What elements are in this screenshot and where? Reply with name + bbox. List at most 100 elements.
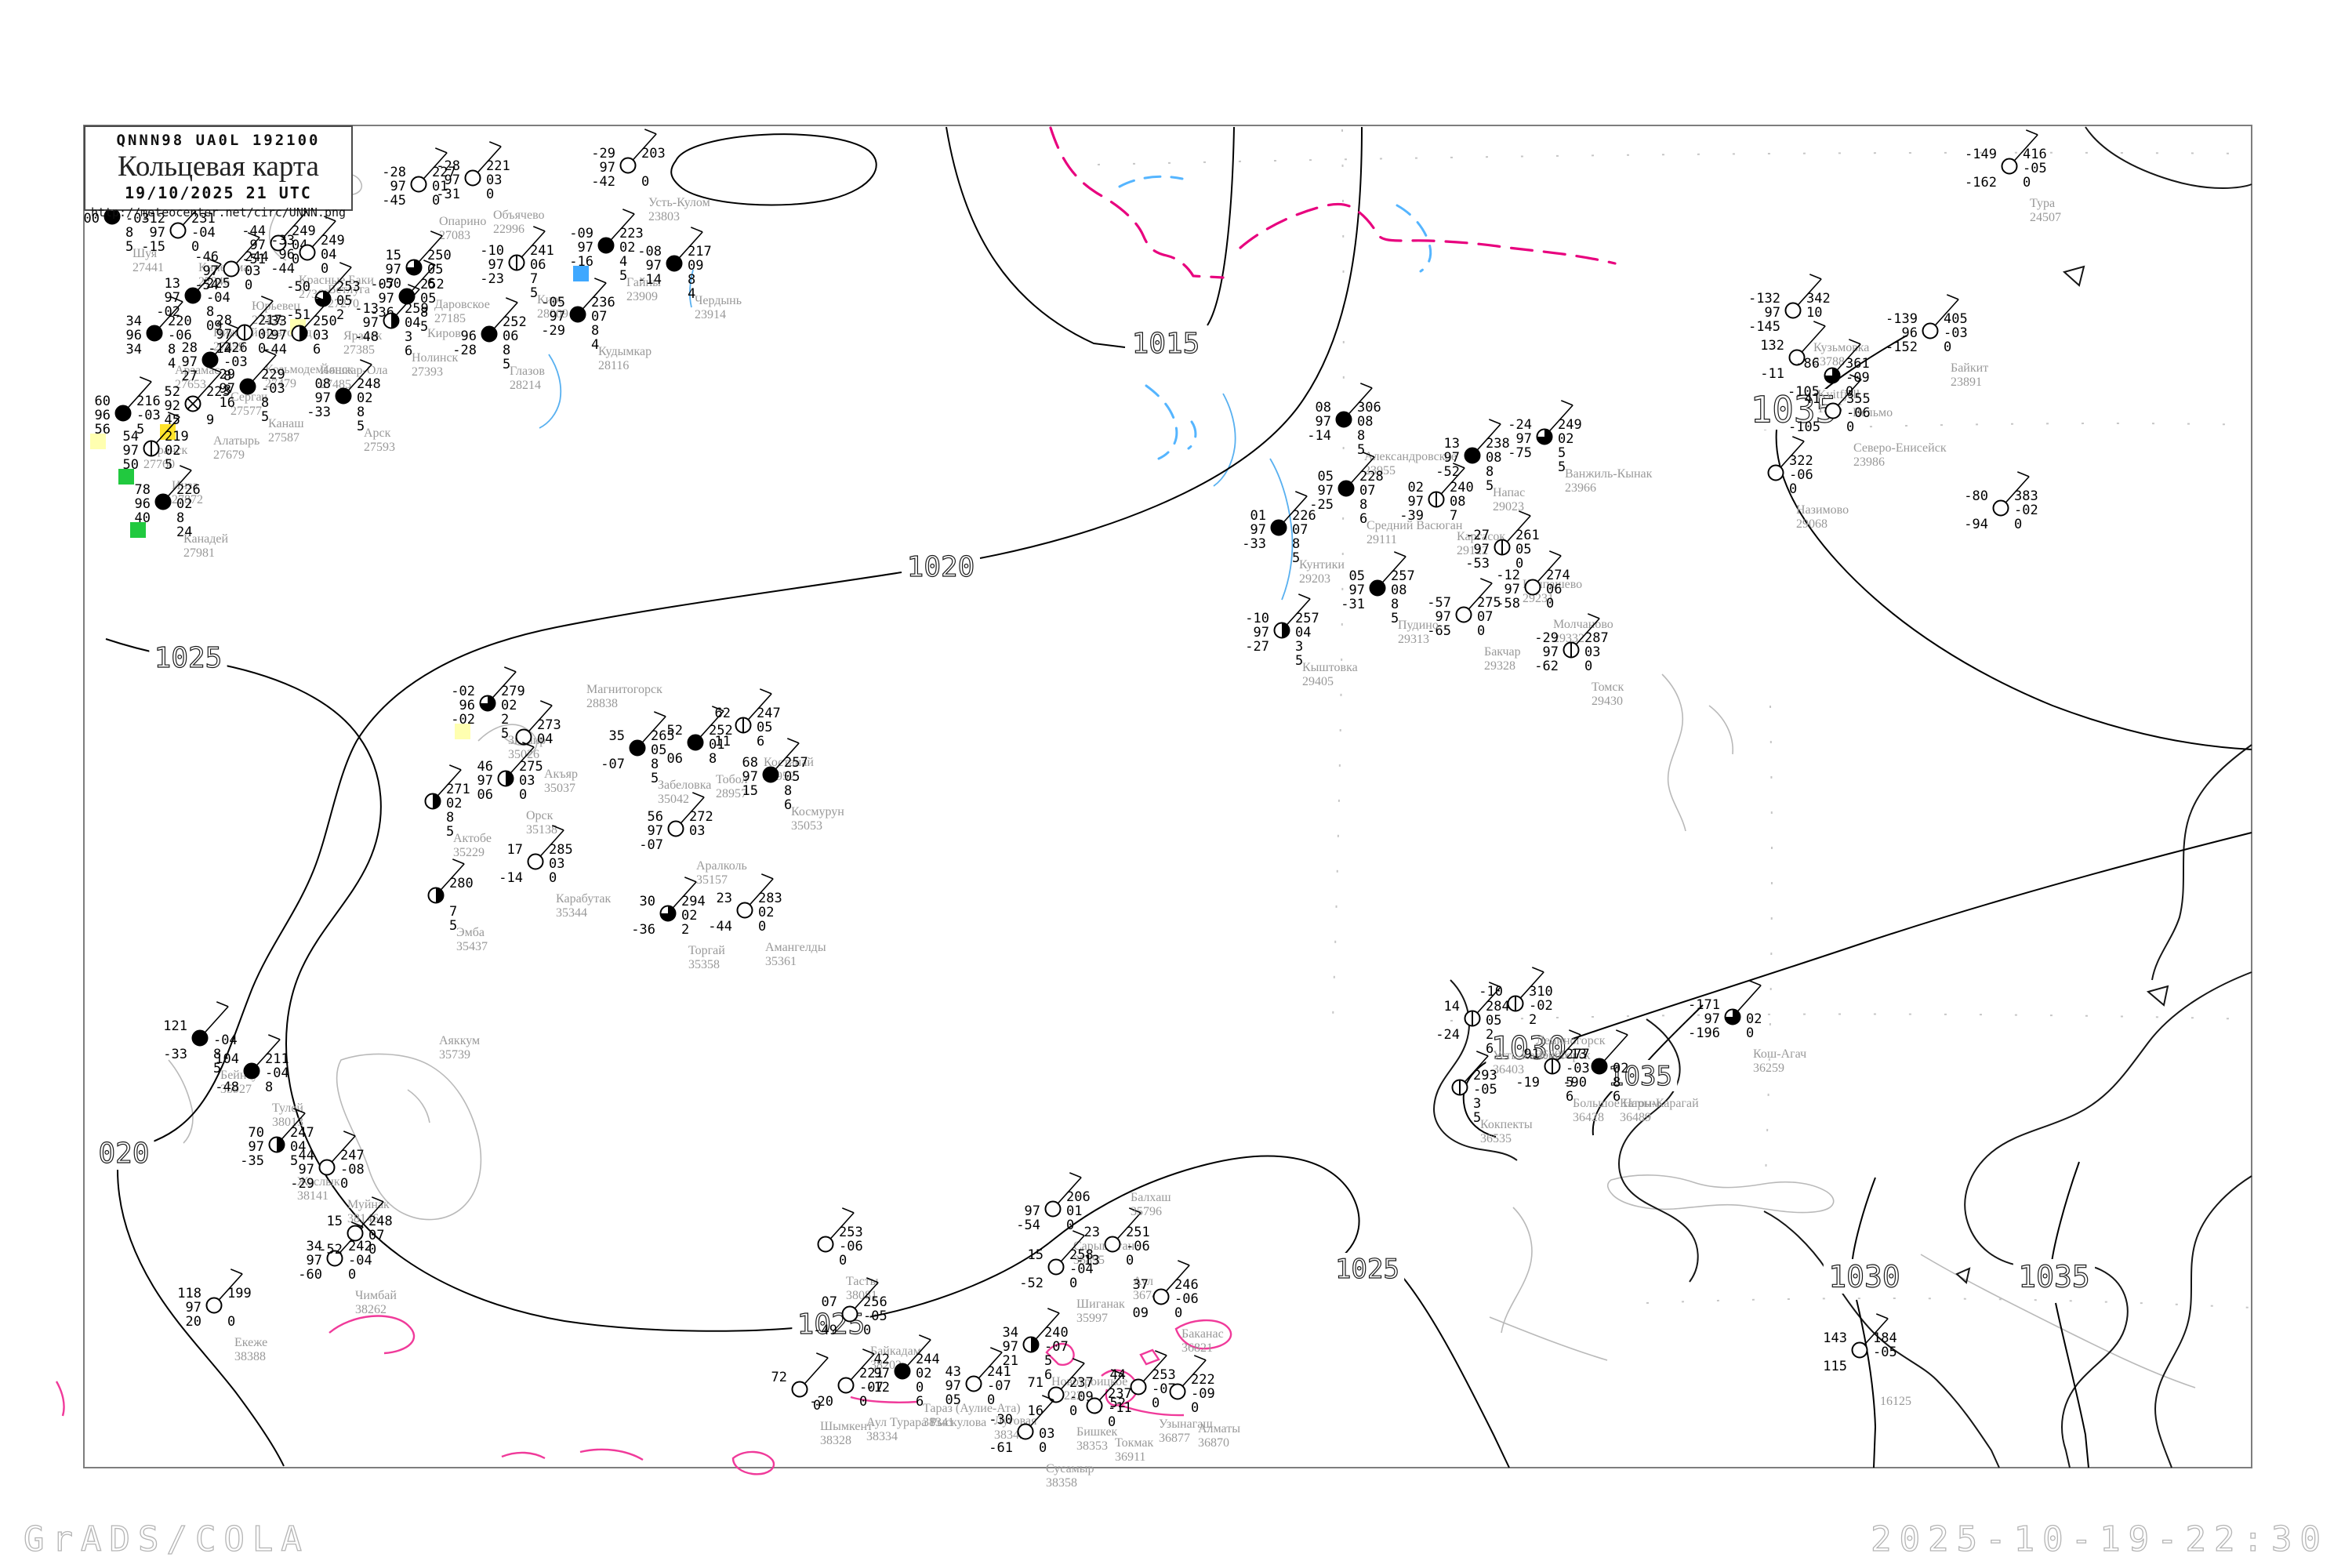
station-name: Токмак <box>1115 1436 1153 1450</box>
station-value: 20 <box>186 1314 201 1330</box>
wind-barb-feather <box>759 688 772 695</box>
station-value: -24 <box>1436 1027 1460 1043</box>
isobar-label-1035: 1035 <box>2018 1260 2090 1294</box>
station-value: -52 <box>1436 464 1460 480</box>
cloud-cover-circle <box>1784 302 1802 319</box>
station-value: 256 <box>863 1294 887 1310</box>
cloud-cover-circle <box>326 1250 343 1267</box>
station-name: Канадей <box>183 532 228 546</box>
cloud-fill <box>240 379 256 394</box>
cloud-fill <box>481 326 497 342</box>
station-value: -50 <box>377 276 401 292</box>
station-value: 97 <box>488 257 504 273</box>
cloud-fill-half <box>1282 622 1290 638</box>
wind-barb-feather <box>1069 1172 1082 1178</box>
wind-barb-feather <box>315 296 328 303</box>
station-name: 27679 <box>213 448 245 462</box>
station-name: 23891 <box>1951 376 1982 389</box>
cloud-fill <box>1336 412 1352 427</box>
station-value: 226 <box>223 340 248 356</box>
wind-barb-feather <box>1568 1029 1581 1036</box>
station-value: 52 <box>165 384 180 400</box>
wind-barb-feather <box>1452 463 1465 469</box>
station-name: Алматы <box>1198 1422 1240 1436</box>
wind-barb-feather <box>1548 550 1562 557</box>
cloud-fill <box>688 735 703 750</box>
station-name: Кыштовка <box>1302 661 1358 674</box>
station-value: 54 <box>123 429 139 445</box>
station-value: 05 <box>1486 1013 1501 1029</box>
station-name: Тобол <box>716 773 748 786</box>
wind-barb-feather <box>521 742 535 748</box>
cloud-fill-half <box>299 325 307 341</box>
station-value: 0 <box>1515 556 1523 572</box>
station-name: Кокпекты <box>1480 1118 1533 1131</box>
wind-barb-feather <box>539 700 553 706</box>
station-value: 2 <box>1529 1012 1537 1028</box>
wind-barb-feather <box>684 877 697 883</box>
station-value: 280 <box>449 876 474 891</box>
station-value: 6 <box>1566 1089 1573 1105</box>
station-value: 23 <box>1084 1225 1100 1240</box>
station-value: 08 <box>1357 414 1373 430</box>
wind-barb-feather <box>1848 339 1861 345</box>
cloud-cover-circle <box>205 1297 223 1314</box>
wind-barb-feather <box>423 260 436 266</box>
station-name: Чердынь <box>695 294 742 307</box>
station-value: 236 <box>591 295 615 310</box>
station-value: 6 <box>757 734 764 750</box>
station-name: 29111 <box>1367 533 1397 546</box>
wind-barb-feather <box>1110 1369 1123 1375</box>
station-value: 30 <box>640 894 655 909</box>
station-value: -39 <box>1399 508 1424 524</box>
station-value: 97 <box>646 258 662 274</box>
station-value: -33 <box>263 314 287 329</box>
station-value: 231 <box>191 211 216 227</box>
station-name: 27441 <box>132 261 164 274</box>
wind-barb-feather <box>786 738 800 744</box>
station-value: 21 <box>1003 1353 1018 1369</box>
station-value: 97 <box>648 823 663 839</box>
wind-barb-feather <box>1072 1358 1085 1364</box>
wind-barb-feather <box>2025 129 2038 136</box>
cloud-fill <box>192 1030 208 1046</box>
station-value: 92 <box>165 398 180 414</box>
station-value: 97 <box>1254 625 1269 641</box>
wind-barb-feather <box>760 873 774 880</box>
station-value: 8 <box>206 304 214 320</box>
station-name: 29313 <box>1398 633 1429 646</box>
cloud-cover-circle <box>1104 1236 1121 1253</box>
station-name: 38358 <box>1046 1476 1077 1490</box>
station-value: 97 <box>1003 1339 1018 1355</box>
station-value: -45 <box>382 193 406 209</box>
sky-obscured-cross <box>187 397 199 410</box>
station-value: -08 <box>340 1162 365 1178</box>
cloud-cover-circle <box>817 1236 834 1253</box>
station-value: 0 <box>863 1323 871 1338</box>
station-value: 09 <box>1133 1305 1149 1321</box>
station-value: 05 <box>1318 469 1334 485</box>
station-value: 34 <box>126 314 142 329</box>
station-value: 96 <box>461 328 477 344</box>
station-value: -30 <box>989 1412 1013 1428</box>
station-name: Козьмодемьянск <box>265 363 354 376</box>
cloud-cover-circle <box>1047 1258 1065 1276</box>
station-value: 97 <box>742 769 758 785</box>
station-value: 247 <box>757 706 781 721</box>
station-name: 27346 <box>198 275 230 289</box>
station-value: 96 <box>126 328 142 343</box>
station-value: 0 <box>758 919 766 935</box>
station-value: 5 <box>1391 611 1399 626</box>
station-value: 244 <box>916 1352 940 1367</box>
station-name: Назимово <box>1796 503 1849 517</box>
station-value: -09 <box>1191 1386 1215 1402</box>
station-value: -03 <box>223 354 248 370</box>
cloud-cover-circle <box>515 728 532 746</box>
station-value: 8 <box>1613 1075 1621 1091</box>
